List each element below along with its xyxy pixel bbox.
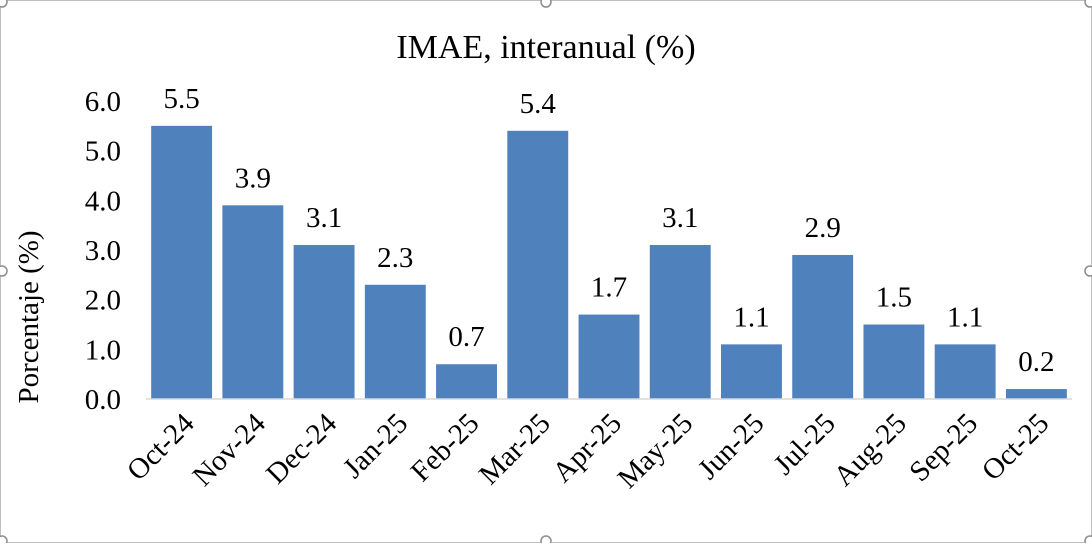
- y-tick-label: 4.0: [85, 185, 121, 217]
- y-tick-label: 6.0: [85, 86, 121, 118]
- data-label: 0.7: [448, 321, 484, 353]
- data-label: 1.5: [876, 282, 912, 314]
- data-label: 1.7: [591, 272, 627, 304]
- data-label: 2.3: [377, 242, 413, 274]
- data-label: 5.5: [163, 83, 199, 115]
- data-label: 3.1: [306, 202, 342, 234]
- y-axis-ticks: 0.0 1.0 2.0 3.0 4.0 5.0 6.0: [85, 86, 121, 416]
- bar-feb-25: [436, 364, 497, 399]
- frame-handle: [540, 535, 552, 547]
- bar-jan-25: [364, 284, 426, 399]
- frame-handle: [540, 0, 552, 8]
- bars: [151, 125, 1067, 400]
- y-tick-label: 1.0: [85, 334, 121, 366]
- bar-nov-24: [222, 205, 284, 399]
- bar-oct-24: [151, 125, 213, 399]
- y-tick-label: 2.0: [85, 285, 121, 317]
- bar-oct-25: [1005, 389, 1067, 399]
- data-label: 2.9: [805, 212, 841, 244]
- frame-handle: [1084, 265, 1092, 277]
- frame-handle: [0, 265, 8, 277]
- frame-handle: [0, 535, 8, 547]
- y-tick-label: 5.0: [85, 136, 121, 168]
- frame-handle: [1084, 0, 1092, 8]
- chart-title: IMAE, interanual (%): [396, 29, 695, 66]
- data-label: 3.1: [662, 202, 698, 234]
- data-label: 1.1: [947, 301, 983, 333]
- data-labels: 5.5 3.9 3.1 2.3 0.7 5.4 1.7 3.1 1.1 2.9 1.5 1.1 0.2: [163, 83, 1054, 378]
- bar-jun-25: [721, 344, 782, 399]
- frame-handle: [1084, 535, 1092, 547]
- bar-may-25: [649, 245, 711, 399]
- data-label: 3.9: [235, 162, 271, 194]
- bar-jul-25: [792, 254, 854, 399]
- y-tick-label: 0.0: [85, 384, 121, 416]
- data-label: 1.1: [733, 301, 769, 333]
- bar-aug-25: [863, 324, 925, 399]
- bar-apr-25: [578, 314, 640, 399]
- bar-sep-25: [934, 344, 996, 399]
- y-axis-label: Porcentaje (%): [13, 230, 45, 403]
- data-label: 0.2: [1018, 346, 1054, 378]
- frame-handle: [0, 0, 8, 8]
- bar-dec-24: [293, 245, 355, 399]
- y-tick-label: 3.0: [85, 235, 121, 267]
- bar-mar-25: [507, 130, 569, 400]
- data-label: 5.4: [520, 88, 557, 120]
